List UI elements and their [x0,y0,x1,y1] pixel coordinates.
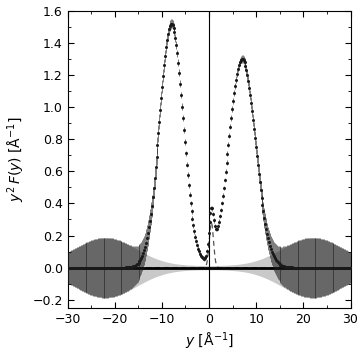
X-axis label: $y$ [Å$^{-1}$]: $y$ [Å$^{-1}$] [185,331,234,352]
Y-axis label: $y^2\,F(y)$ [Å$^{-1}$]: $y^2\,F(y)$ [Å$^{-1}$] [5,116,27,202]
